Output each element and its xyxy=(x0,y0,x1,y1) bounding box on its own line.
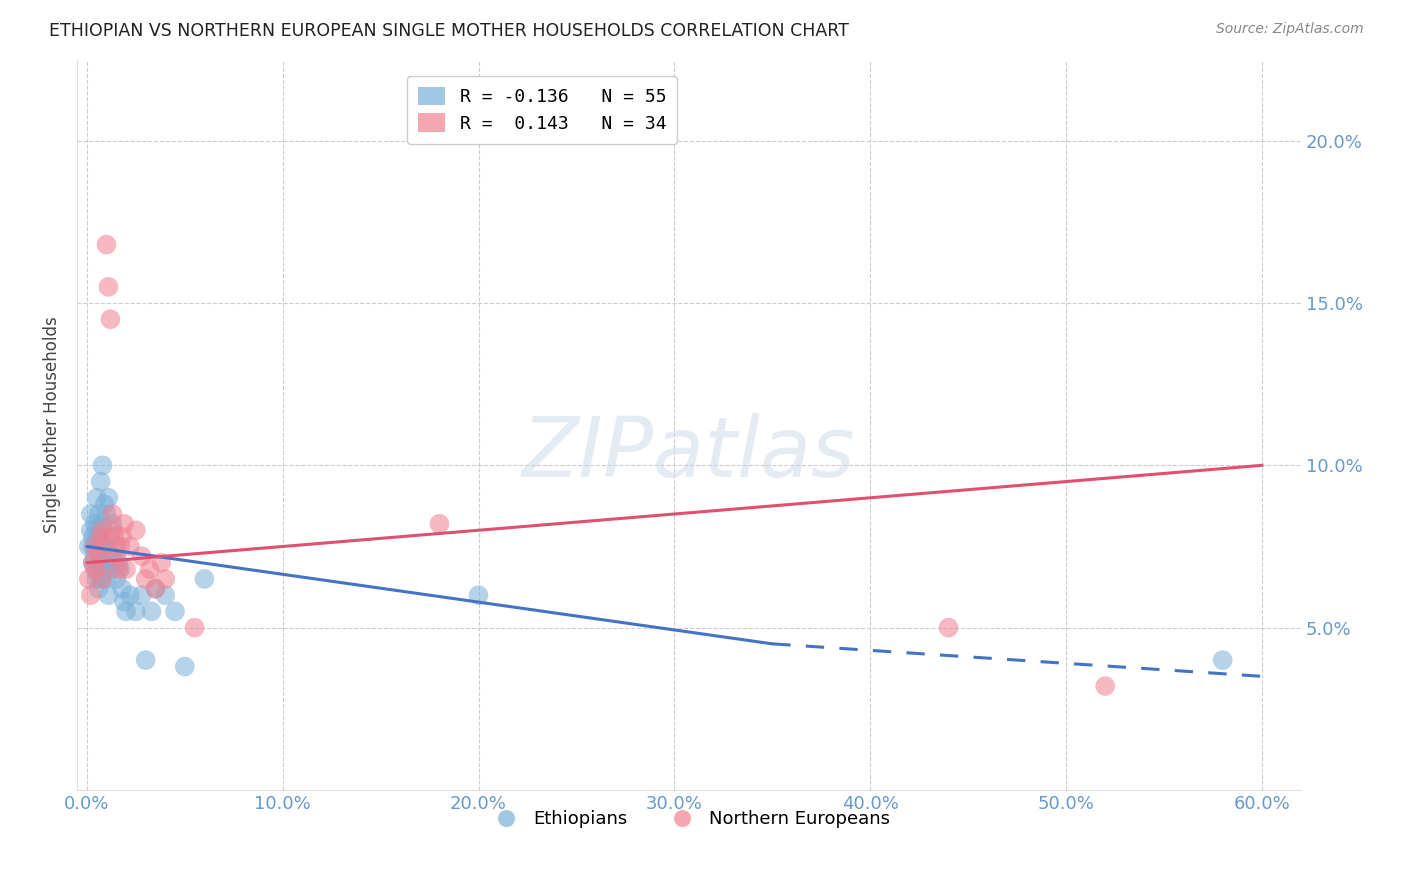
Point xyxy=(93,497,115,511)
Point xyxy=(111,582,134,596)
Point xyxy=(141,604,163,618)
Legend: Ethiopians, Northern Europeans: Ethiopians, Northern Europeans xyxy=(481,803,897,836)
Point xyxy=(97,588,120,602)
Point xyxy=(100,312,122,326)
Point xyxy=(97,280,120,294)
Point xyxy=(90,475,112,489)
Point xyxy=(86,491,108,505)
Point xyxy=(90,530,112,544)
Point xyxy=(135,572,157,586)
Point xyxy=(86,562,108,576)
Point xyxy=(112,595,135,609)
Text: ETHIOPIAN VS NORTHERN EUROPEAN SINGLE MOTHER HOUSEHOLDS CORRELATION CHART: ETHIOPIAN VS NORTHERN EUROPEAN SINGLE MO… xyxy=(49,22,849,40)
Point xyxy=(96,507,118,521)
Point xyxy=(91,540,114,554)
Point xyxy=(100,530,122,544)
Point xyxy=(101,507,124,521)
Point xyxy=(87,549,110,564)
Point xyxy=(103,530,125,544)
Point xyxy=(90,572,112,586)
Point xyxy=(77,540,100,554)
Point xyxy=(80,523,103,537)
Point xyxy=(145,582,167,596)
Point xyxy=(112,516,135,531)
Text: Source: ZipAtlas.com: Source: ZipAtlas.com xyxy=(1216,22,1364,37)
Point xyxy=(118,540,141,554)
Point xyxy=(131,549,153,564)
Point xyxy=(86,572,108,586)
Point xyxy=(77,572,100,586)
Point xyxy=(90,549,112,564)
Point xyxy=(83,516,105,531)
Point xyxy=(105,572,128,586)
Point xyxy=(82,530,104,544)
Point xyxy=(83,540,105,554)
Point xyxy=(86,523,108,537)
Point xyxy=(111,530,134,544)
Point xyxy=(150,556,173,570)
Text: ZIPatlas: ZIPatlas xyxy=(522,414,856,494)
Point xyxy=(82,556,104,570)
Point xyxy=(100,562,122,576)
Y-axis label: Single Mother Households: Single Mother Households xyxy=(44,317,60,533)
Point xyxy=(101,516,124,531)
Point xyxy=(91,523,114,537)
Point xyxy=(173,659,195,673)
Point xyxy=(103,556,125,570)
Point xyxy=(82,556,104,570)
Point xyxy=(1094,679,1116,693)
Point xyxy=(155,572,177,586)
Point xyxy=(87,530,110,544)
Point xyxy=(135,653,157,667)
Point xyxy=(125,604,148,618)
Point xyxy=(93,540,115,554)
Point xyxy=(91,516,114,531)
Point xyxy=(107,562,129,576)
Point xyxy=(938,621,960,635)
Point xyxy=(96,572,118,586)
Point xyxy=(108,562,131,576)
Point xyxy=(86,540,108,554)
Point xyxy=(101,523,124,537)
Point xyxy=(80,507,103,521)
Point xyxy=(91,562,114,576)
Point xyxy=(183,621,205,635)
Point xyxy=(107,556,129,570)
Point xyxy=(1212,653,1234,667)
Point xyxy=(97,491,120,505)
Point xyxy=(91,458,114,473)
Point xyxy=(118,588,141,602)
Point xyxy=(155,588,177,602)
Point xyxy=(467,588,489,602)
Point xyxy=(87,582,110,596)
Point xyxy=(105,540,128,554)
Point xyxy=(138,562,160,576)
Point xyxy=(115,562,138,576)
Point xyxy=(87,507,110,521)
Point xyxy=(193,572,215,586)
Point xyxy=(163,604,186,618)
Point xyxy=(91,572,114,586)
Point xyxy=(145,582,167,596)
Point xyxy=(105,549,128,564)
Point xyxy=(80,588,103,602)
Point xyxy=(93,556,115,570)
Point xyxy=(96,237,118,252)
Point xyxy=(96,540,118,554)
Point xyxy=(101,549,124,564)
Point xyxy=(87,556,110,570)
Point xyxy=(83,562,105,576)
Point xyxy=(115,604,138,618)
Point xyxy=(83,549,105,564)
Point xyxy=(125,523,148,537)
Point xyxy=(427,516,450,531)
Point xyxy=(82,540,104,554)
Point xyxy=(108,540,131,554)
Point xyxy=(131,588,153,602)
